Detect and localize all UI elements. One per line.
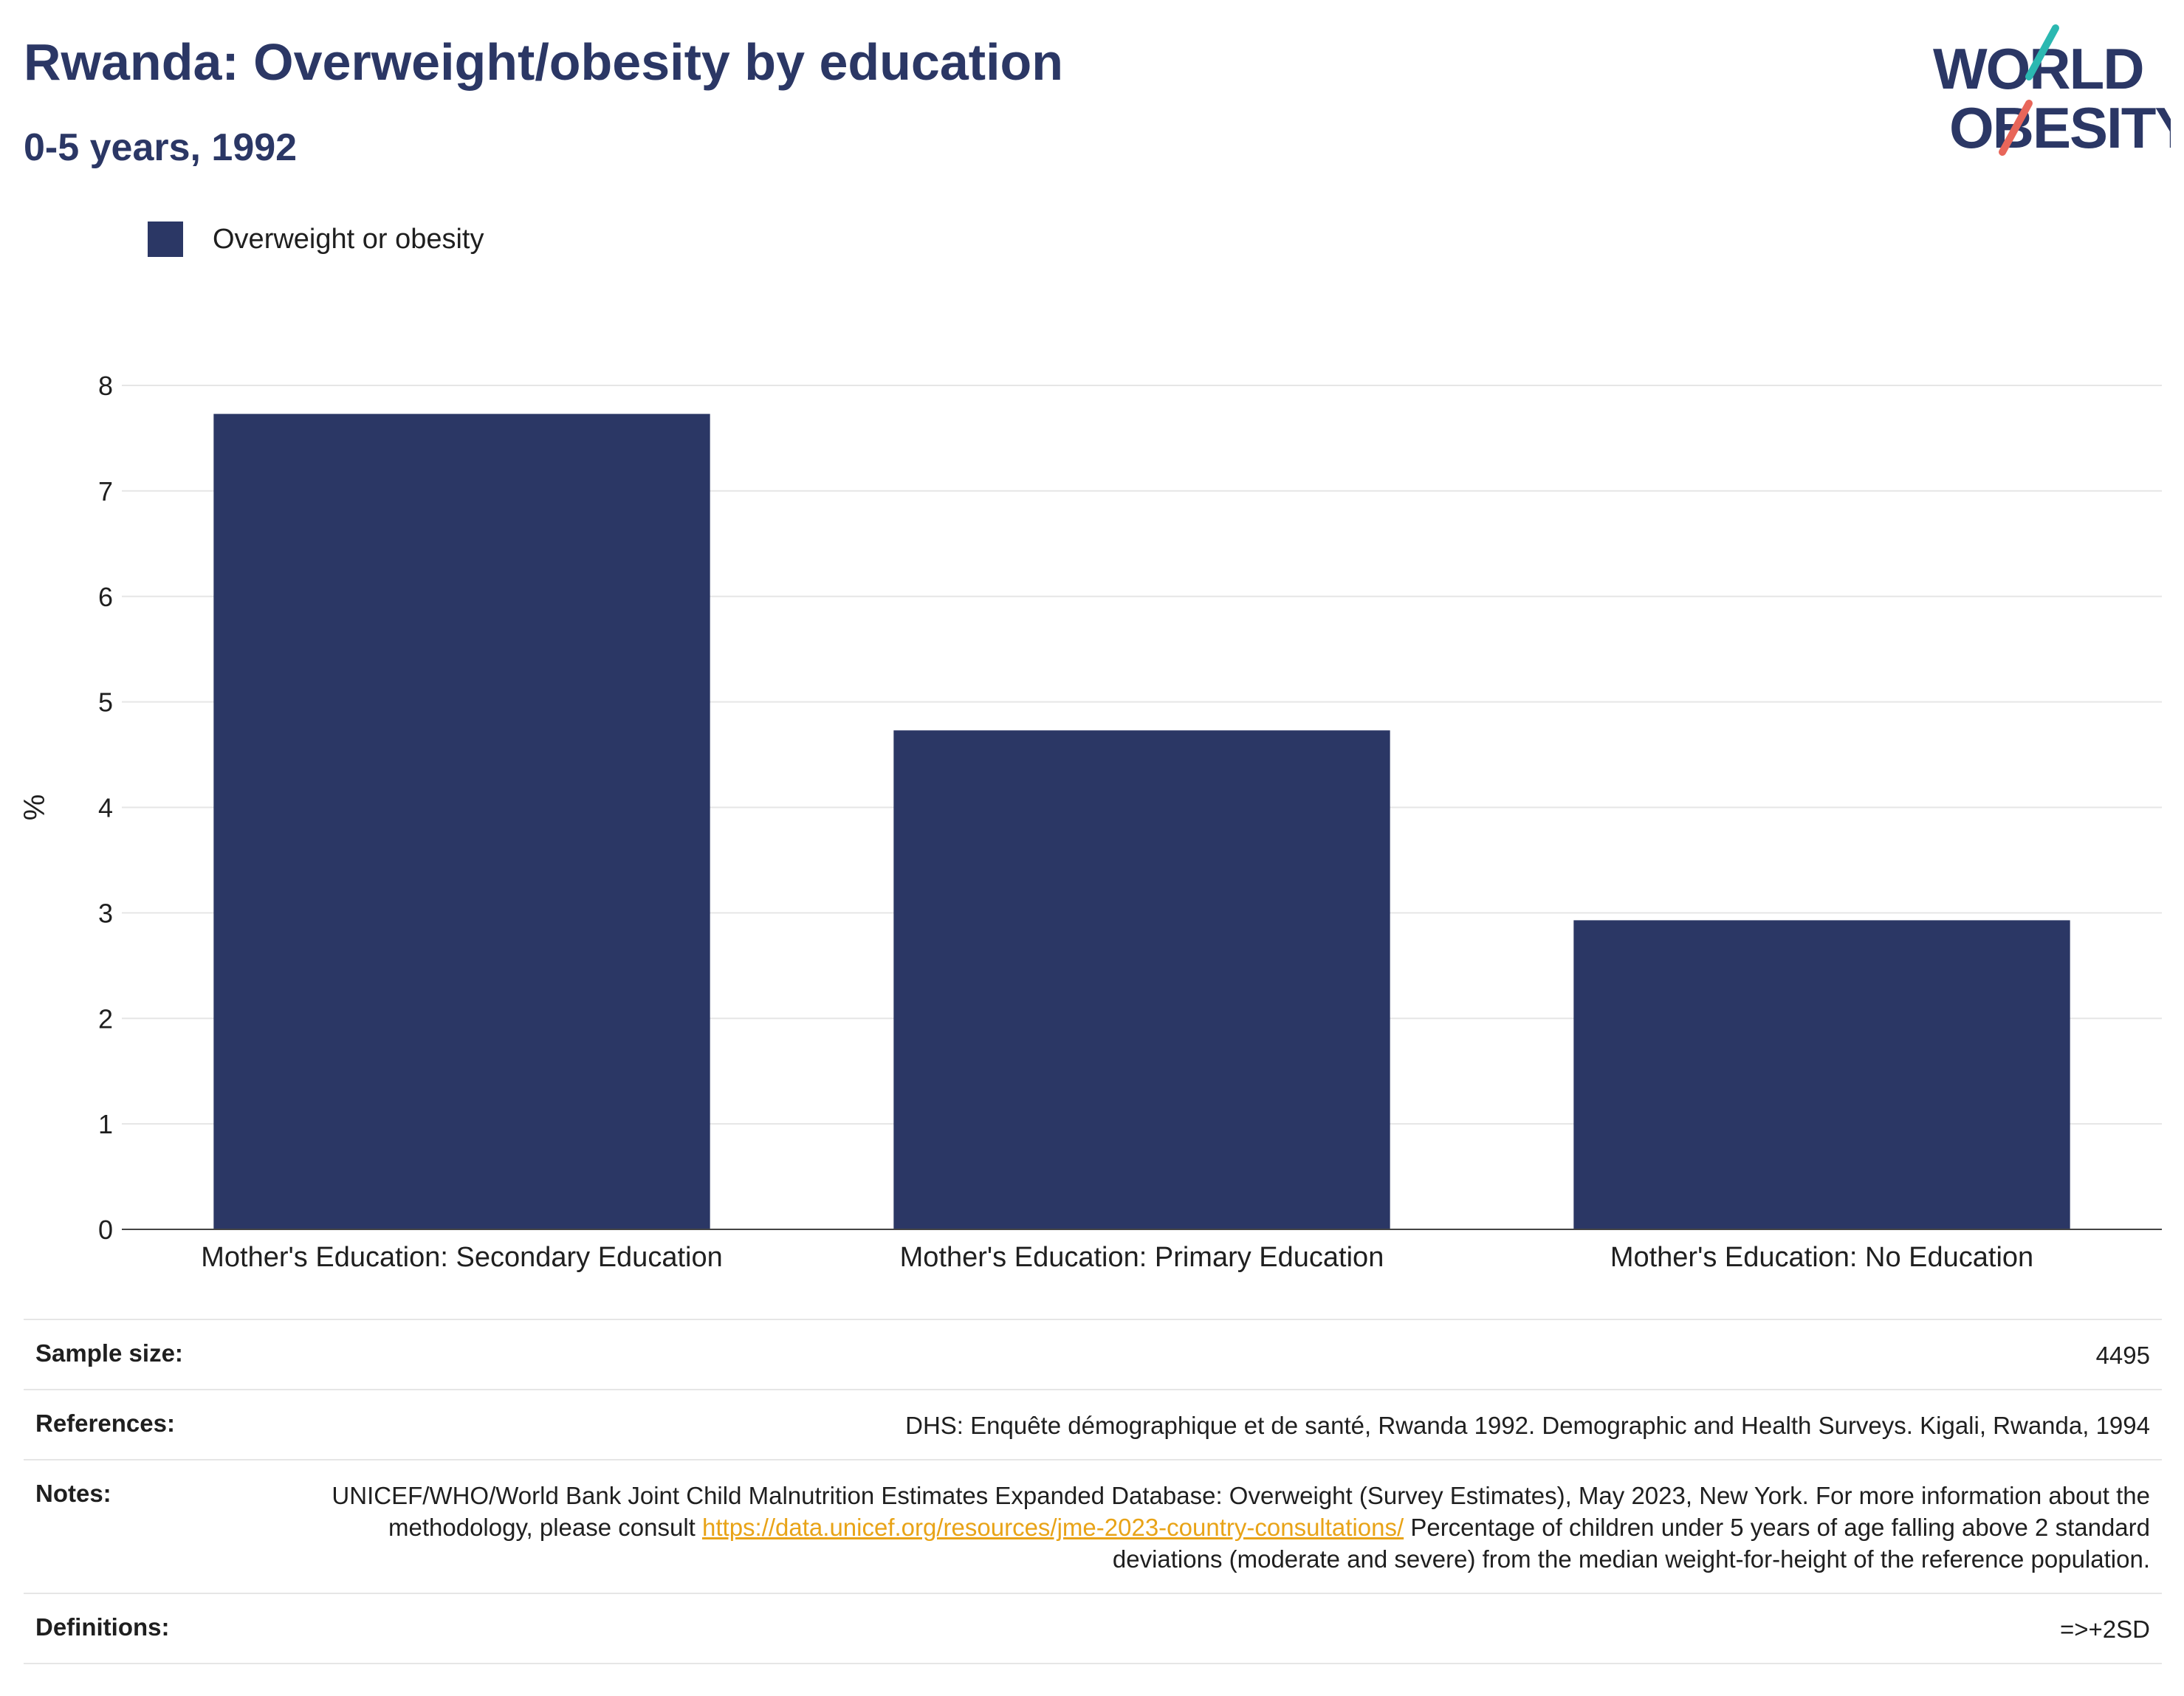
info-table: Sample size: 4495 References: DHS: Enquê… <box>24 1319 2162 1664</box>
y-tick-label: 1 <box>98 1109 113 1139</box>
chart-subtitle: 0-5 years, 1992 <box>24 126 298 169</box>
notes-value: UNICEF/WHO/World Bank Joint Child Malnut… <box>284 1460 2162 1593</box>
bar <box>893 730 1390 1229</box>
notes-row: Notes: UNICEF/WHO/World Bank Joint Child… <box>24 1460 2162 1593</box>
chart-legend: Overweight or obesity <box>148 222 484 257</box>
svg-text:WORLD: WORLD <box>1933 36 2143 101</box>
world-obesity-logo: WORLD OBESITY <box>1933 24 2171 160</box>
svg-text:OBESITY: OBESITY <box>1949 95 2171 160</box>
y-tick-label: 5 <box>98 687 113 718</box>
notes-text: UNICEF/WHO/World Bank Joint Child Malnut… <box>332 1482 2150 1541</box>
y-tick-label: 3 <box>98 898 113 928</box>
sample-size-row: Sample size: 4495 <box>24 1319 2162 1390</box>
x-tick-label: Mother's Education: Secondary Education <box>201 1242 722 1273</box>
y-axis-label: % <box>18 794 51 821</box>
y-tick-label: 2 <box>98 1003 113 1034</box>
notes-link[interactable]: https://data.unicef.org/resources/jme-20… <box>702 1514 1404 1541</box>
y-tick-label: 4 <box>98 793 113 823</box>
x-tick-label: Mother's Education: No Education <box>1610 1242 2033 1273</box>
definitions-value: =>+2SD <box>2059 1616 2150 1643</box>
bar-chart: 0 1 2 3 4 5 6 7 8% Mother's Education: Secondary … <box>18 371 2162 1273</box>
definitions-row: Definitions: =>+2SD <box>24 1593 2162 1664</box>
sample-size-value: 4495 <box>2095 1342 2150 1369</box>
y-tick-label: 8 <box>98 371 113 401</box>
bar <box>1573 920 2070 1229</box>
legend-label: Overweight or obesity <box>213 223 484 255</box>
references-row: References: DHS: Enquête démographique e… <box>24 1390 2162 1460</box>
sample-size-label: Sample size: <box>35 1339 183 1367</box>
references-value: DHS: Enquête démographique et de santé, … <box>905 1412 2150 1439</box>
y-tick-label: 0 <box>98 1215 113 1245</box>
references-label: References: <box>35 1410 175 1437</box>
bar <box>213 413 710 1230</box>
notes-label: Notes: <box>35 1480 111 1507</box>
y-tick-label: 7 <box>98 476 113 507</box>
x-tick-label: Mother's Education: Primary Education <box>900 1242 1384 1273</box>
definitions-label: Definitions: <box>35 1613 170 1641</box>
notes-text-definition: Percentage of children under 5 years of … <box>1112 1514 2150 1573</box>
legend-swatch <box>148 222 183 257</box>
chart-title: Rwanda: Overweight/obesity by education <box>24 33 1064 91</box>
y-tick-label: 6 <box>98 582 113 612</box>
